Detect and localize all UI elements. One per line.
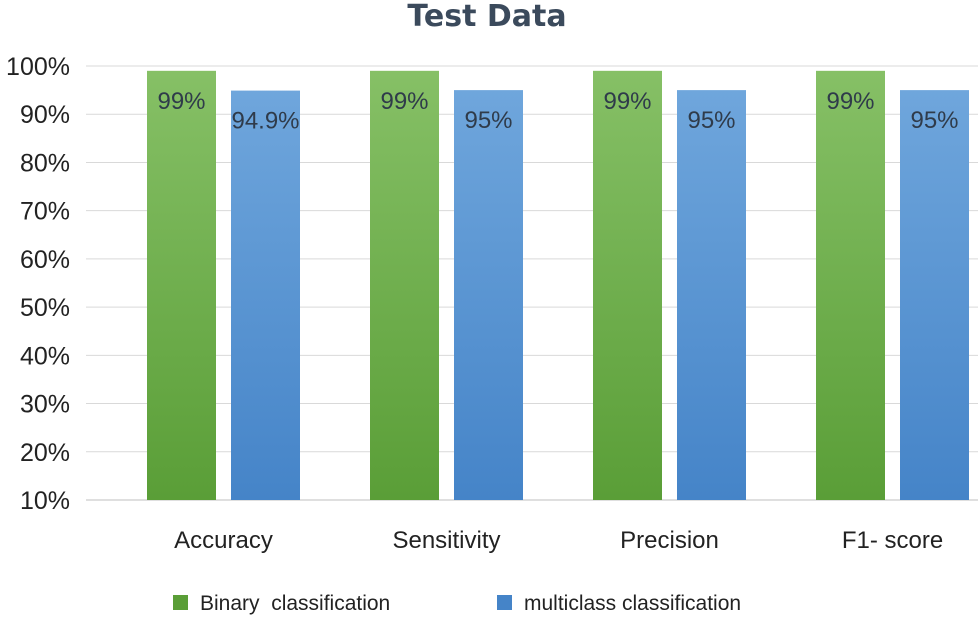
data-label-multiclass: 95% <box>910 107 958 134</box>
y-tick-label: 80% <box>20 149 70 177</box>
y-tick-label: 90% <box>20 101 70 129</box>
legend-swatch-multiclass <box>497 595 512 610</box>
x-category-label: Accuracy <box>174 527 273 554</box>
legend-label-binary: Binary classification <box>200 592 390 615</box>
y-tick-label: 10% <box>20 487 70 515</box>
data-label-multiclass: 94.9% <box>231 108 299 135</box>
y-tick-label: 30% <box>20 391 70 419</box>
data-label-binary: 99% <box>603 88 651 115</box>
y-tick-label: 70% <box>20 198 70 226</box>
data-label-binary: 99% <box>157 88 205 115</box>
bar-multiclass <box>231 90 300 501</box>
bar-binary <box>147 70 216 501</box>
bar-multiclass <box>900 90 969 500</box>
y-tick-label: 100% <box>6 53 70 81</box>
y-tick-label: 20% <box>20 439 70 467</box>
bars <box>147 70 969 501</box>
data-label-binary: 99% <box>380 88 428 115</box>
x-category-label: F1- score <box>842 527 943 554</box>
bar-binary <box>370 70 439 501</box>
legend: Binary classification multiclass classif… <box>173 592 741 615</box>
data-label-binary: 99% <box>826 88 874 115</box>
data-label-multiclass: 95% <box>464 107 512 134</box>
data-label-multiclass: 95% <box>687 107 735 134</box>
data-labels: 99% 94.9% 99% 95% 99% 95% 99% 95% <box>157 88 958 135</box>
y-axis: 100% 90% 80% 70% 60% 50% 40% 30% 20% 10% <box>6 53 70 515</box>
bar-multiclass <box>677 90 746 500</box>
x-category-label: Sensitivity <box>392 527 500 554</box>
bar-binary <box>593 70 662 501</box>
y-tick-label: 40% <box>20 342 70 370</box>
bar-binary <box>816 70 885 501</box>
y-tick-label: 50% <box>20 294 70 322</box>
y-tick-label: 60% <box>20 246 70 274</box>
bar-multiclass <box>454 90 523 500</box>
legend-label-multiclass: multiclass classification <box>524 592 741 615</box>
x-axis: Accuracy Sensitivity Precision F1- score <box>174 527 943 554</box>
x-category-label: Precision <box>620 527 719 554</box>
legend-swatch-binary <box>173 595 188 610</box>
chart-title: Test Data <box>407 0 566 34</box>
